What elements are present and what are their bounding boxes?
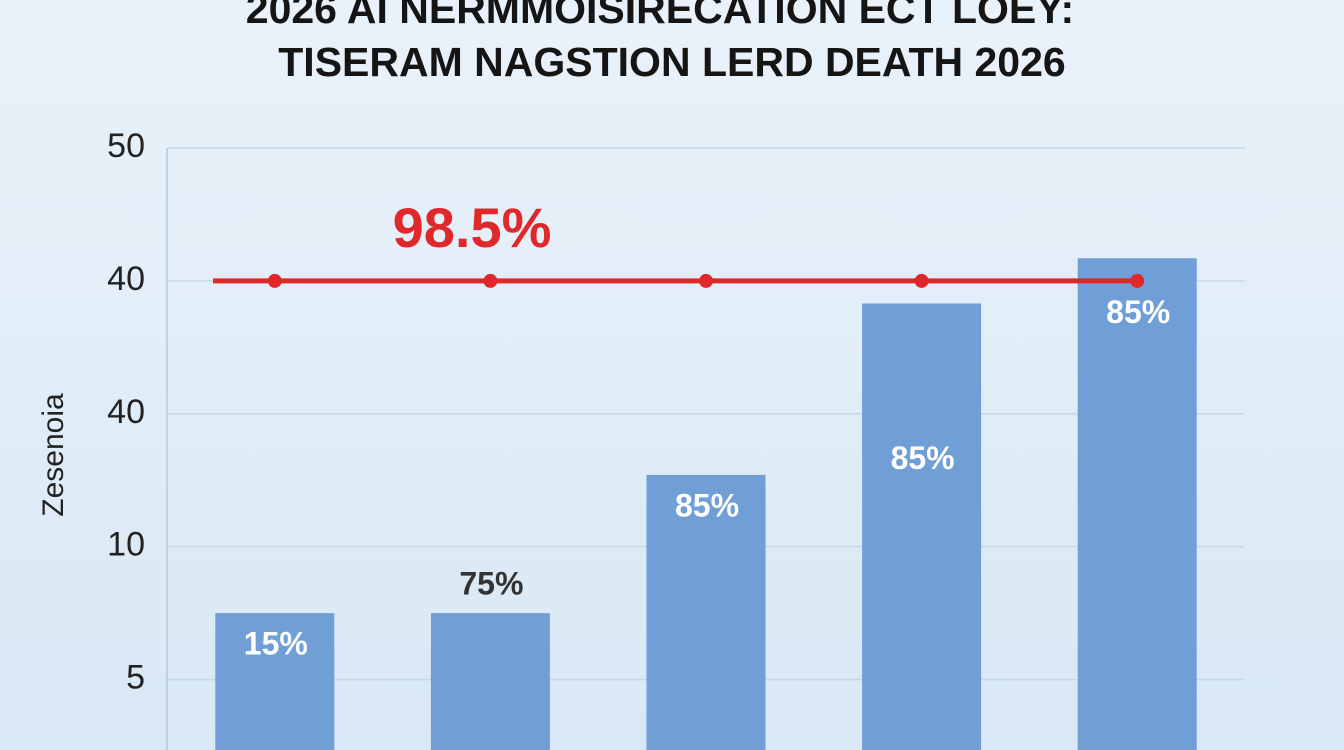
- bar: [215, 613, 335, 750]
- y-tick-label: 5: [126, 659, 145, 697]
- y-tick-label: 50: [107, 127, 145, 165]
- line-point: [483, 273, 498, 288]
- annotation: 98.5%: [393, 196, 552, 259]
- y-axis-label: Zesenoia: [37, 393, 70, 517]
- line-point: [267, 273, 282, 288]
- line-point: [914, 273, 929, 288]
- y-tick-label: 40: [107, 393, 145, 431]
- y-tick-label: 40: [107, 260, 145, 298]
- bar-label: 85%: [891, 440, 955, 476]
- bar-label: 75%: [459, 566, 523, 602]
- line-point: [699, 273, 713, 288]
- bar: [646, 474, 766, 750]
- bar-label: 85%: [675, 487, 739, 523]
- chart-title: TISERAM NAGSTION LERD DEATH 2026: [278, 39, 1065, 85]
- y-tick-label: 10: [107, 526, 145, 564]
- bar: [430, 613, 550, 750]
- bar-label: 85%: [1106, 294, 1170, 330]
- bar: [1077, 258, 1197, 750]
- bar-label: 15%: [244, 626, 308, 662]
- line-point: [1130, 273, 1145, 288]
- bar: [862, 303, 982, 750]
- chart-title: 2026 AI NERMMOISIRECATION ECT LOEY:: [246, 0, 1074, 32]
